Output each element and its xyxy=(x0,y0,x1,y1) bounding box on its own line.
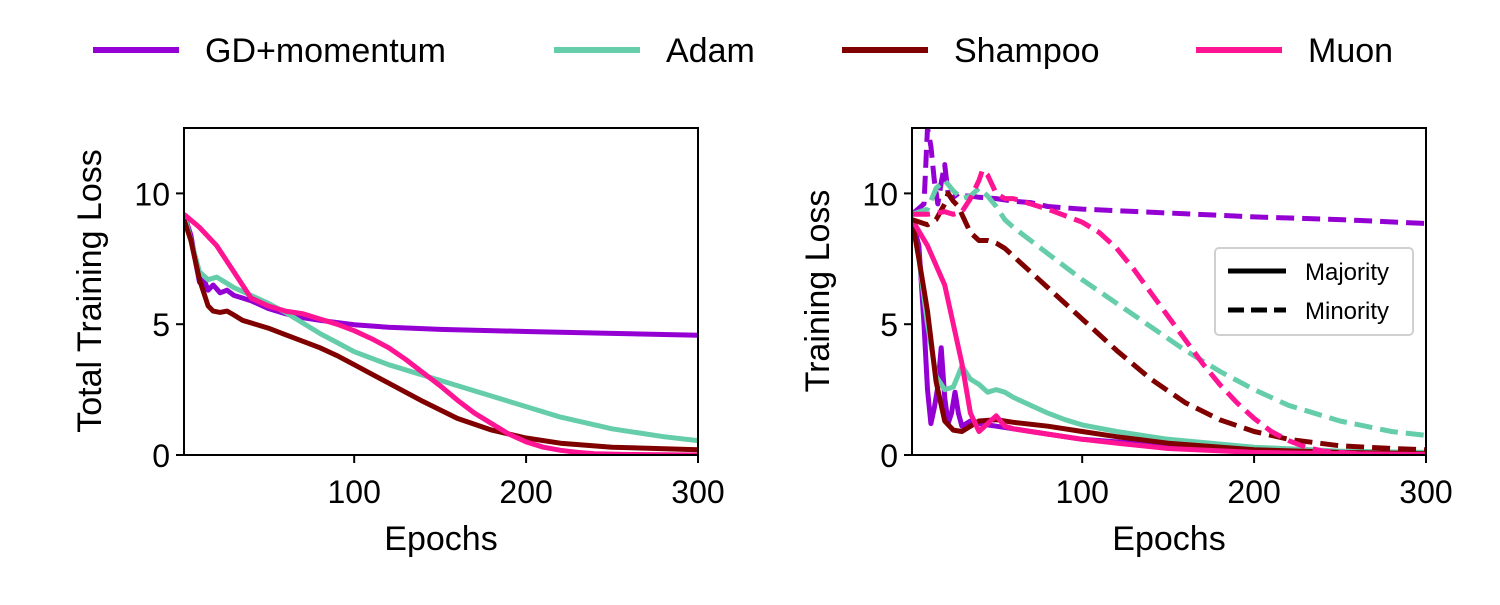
legend-entry-gd-momentum: GD+momentum xyxy=(93,32,446,70)
left-chart-series xyxy=(184,212,698,455)
right-x-tick-label-300: 300 xyxy=(1399,474,1452,510)
right-series-adam-minority xyxy=(912,177,1426,438)
left-series-muon xyxy=(184,212,698,455)
right-chart-series xyxy=(912,128,1426,455)
right-series-muon-majority xyxy=(912,218,1426,455)
right-series-gd-momentum-minority xyxy=(912,128,1426,226)
left-chart-axes: 100 200 300 0 5 10 xyxy=(134,176,724,510)
right-y-tick-label-5: 5 xyxy=(880,307,898,343)
left-series-adam xyxy=(184,213,698,444)
right-y-tick-label-10: 10 xyxy=(862,176,898,212)
right-series-adam-majority xyxy=(912,219,1426,455)
right-y-axis-label: Training Loss xyxy=(799,190,837,393)
legend-label-shampoo: Shampoo xyxy=(954,32,1100,70)
left-chart-panel: 100 200 300 0 5 10 Epochs Total Training Loss xyxy=(71,127,725,558)
style-legend-label-majority: Majority xyxy=(1305,259,1389,286)
left-x-tick-label-200: 200 xyxy=(499,474,552,510)
left-x-axis-label: Epochs xyxy=(384,520,497,558)
legend-label-muon: Muon xyxy=(1308,32,1393,70)
right-chart-panel: 100 200 300 0 5 10 Epochs Training Loss Major… xyxy=(799,127,1453,558)
left-chart-frame xyxy=(183,127,699,456)
left-x-tick-label-100: 100 xyxy=(327,474,380,510)
legend-label-adam: Adam xyxy=(666,32,755,70)
right-x-tick-label-100: 100 xyxy=(1055,474,1108,510)
right-series-muon-minority xyxy=(912,167,1426,455)
legend-entry-adam: Adam xyxy=(554,32,755,70)
legend-label-gd-momentum: GD+momentum xyxy=(205,32,446,70)
left-y-tick-label-5: 5 xyxy=(152,307,170,343)
left-x-tick-label-300: 300 xyxy=(671,474,724,510)
style-legend: Majority Minority xyxy=(1214,247,1414,336)
style-legend-label-minority: Minority xyxy=(1305,298,1389,325)
top-legend: GD+momentum Adam Shampoo Muon xyxy=(93,32,1393,70)
legend-entry-muon: Muon xyxy=(1196,32,1393,70)
legend-entry-shampoo: Shampoo xyxy=(842,32,1100,70)
right-x-axis-label: Epochs xyxy=(1112,520,1225,558)
left-series-shampoo xyxy=(184,218,698,453)
left-y-axis-label: Total Training Loss xyxy=(71,149,109,433)
right-chart-axes: 100 200 300 0 5 10 xyxy=(862,176,1452,510)
right-chart-frame xyxy=(911,127,1427,456)
right-x-tick-label-200: 200 xyxy=(1227,474,1280,510)
right-series-shampoo-minority xyxy=(912,190,1426,453)
right-y-tick-label-0: 0 xyxy=(880,438,898,474)
left-y-tick-label-0: 0 xyxy=(152,438,170,474)
left-y-tick-label-10: 10 xyxy=(134,176,170,212)
